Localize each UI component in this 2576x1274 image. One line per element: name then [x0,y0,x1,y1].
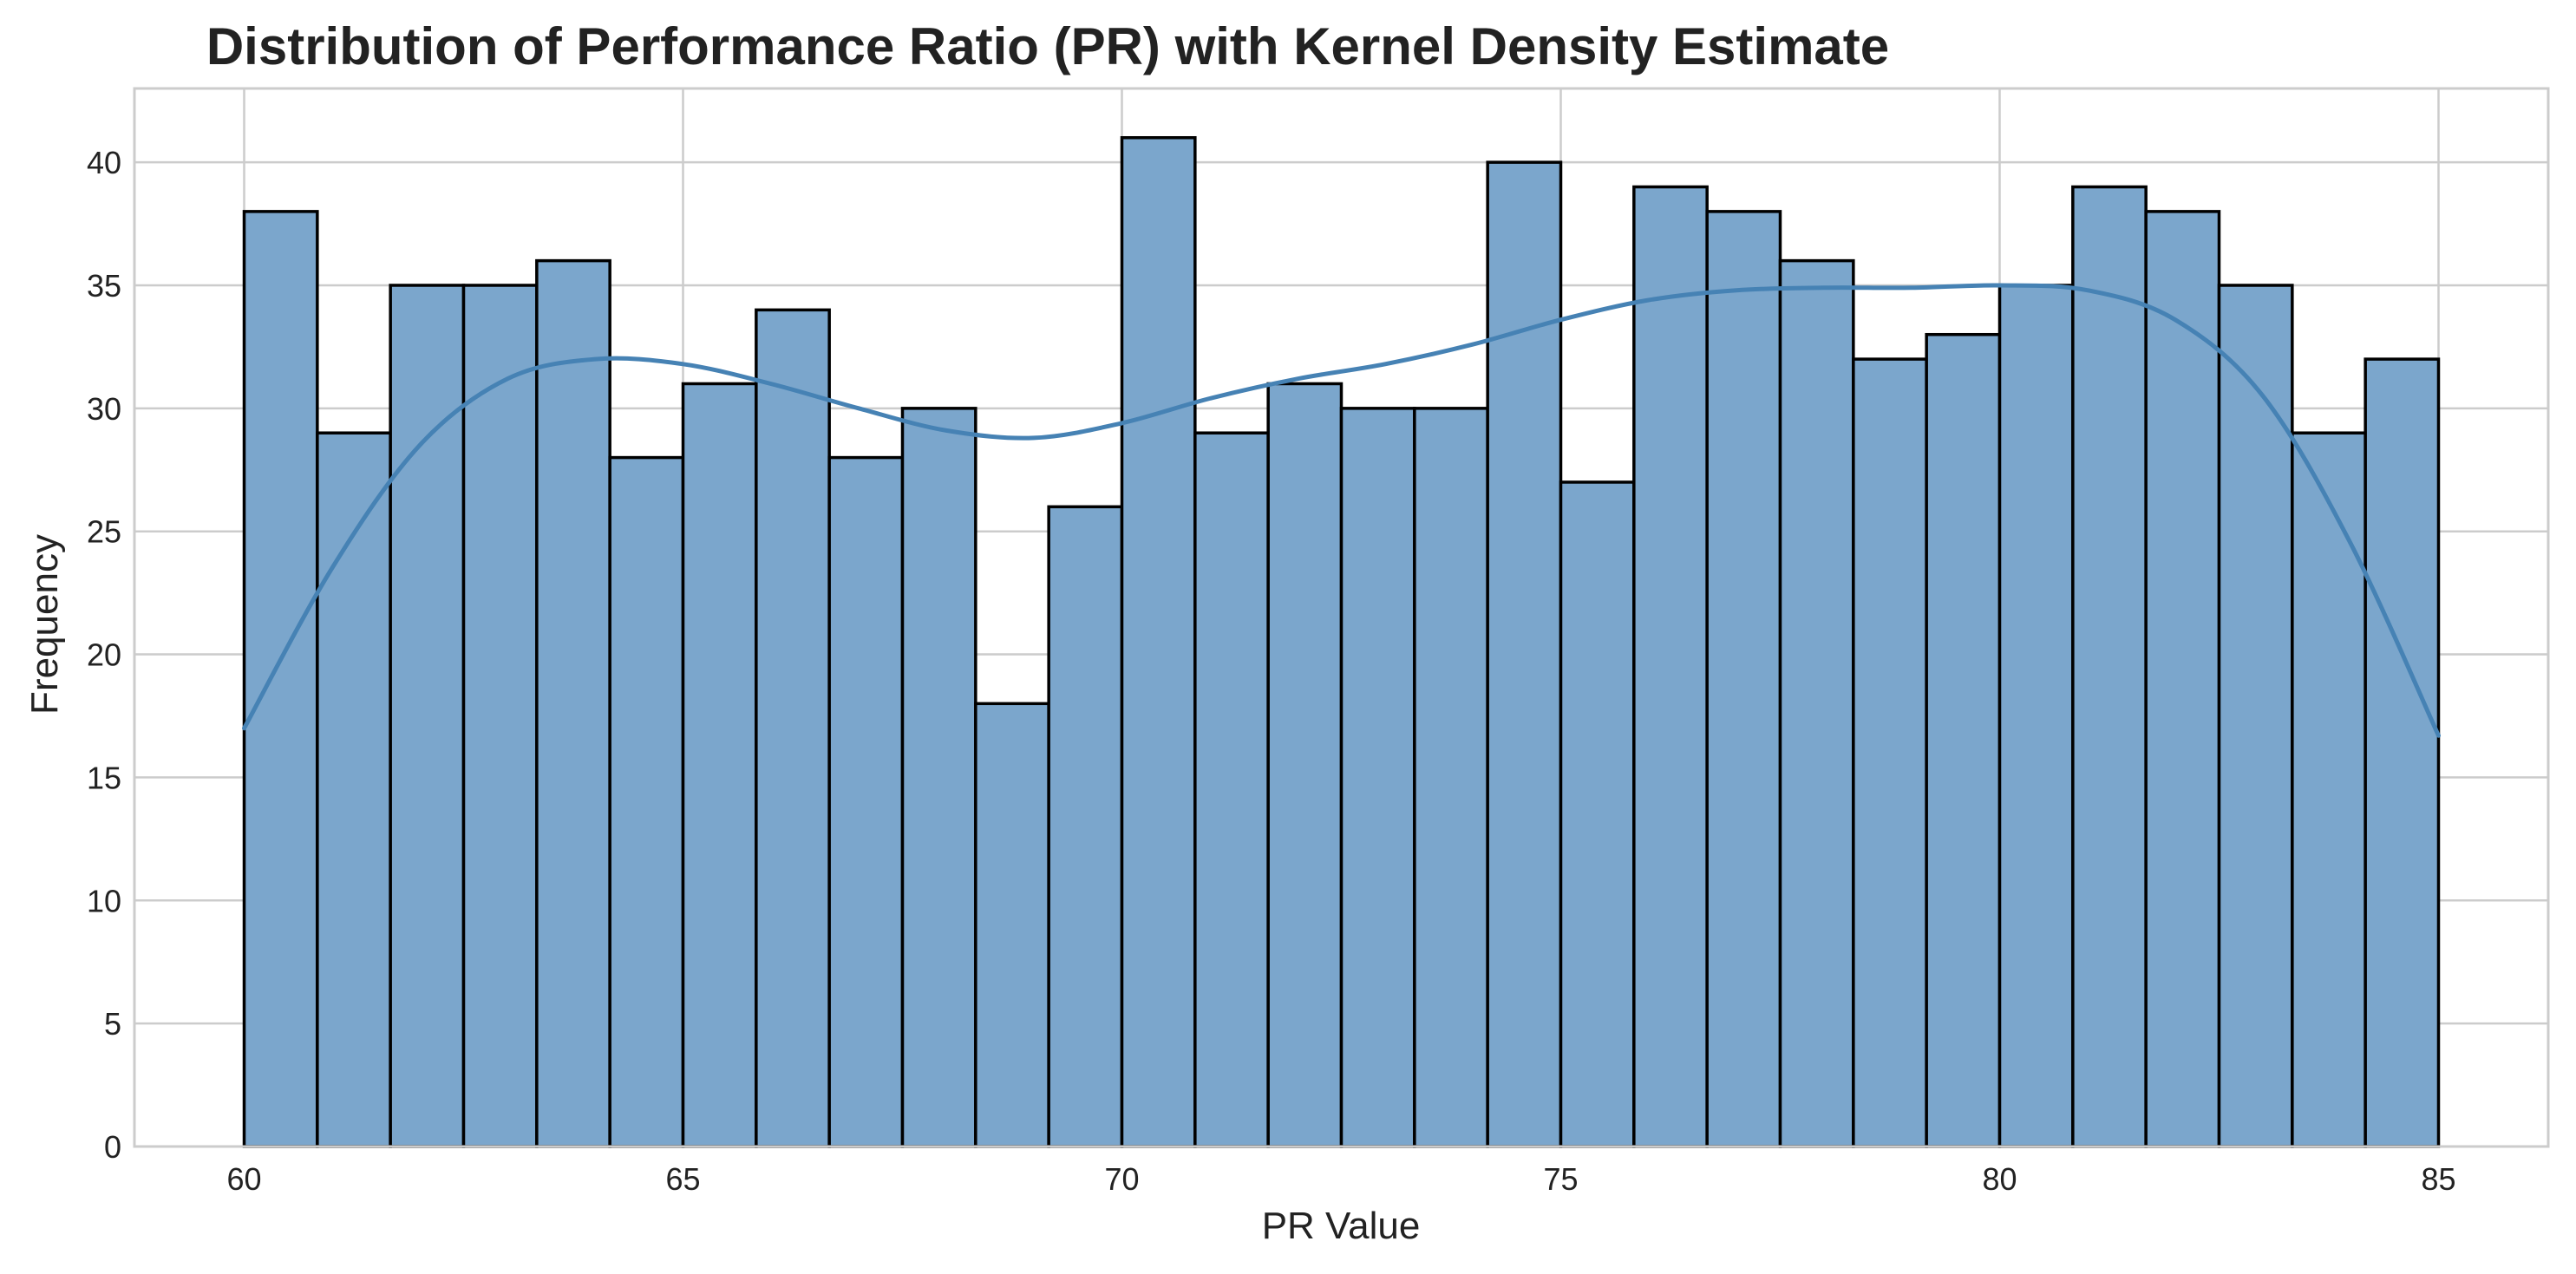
histogram-bar [681,382,758,1148]
histogram-bar [461,284,539,1148]
histogram-bar [2217,284,2294,1148]
histogram-bar [1486,160,1563,1148]
histogram-bar [2364,357,2441,1148]
histogram-bar [1339,407,1416,1148]
y-tick-label: 15 [87,760,121,795]
histogram-bar [1047,505,1124,1148]
y-tick-label: 20 [87,637,121,673]
histogram-bar [316,431,392,1148]
x-tick-label: 65 [665,1161,700,1197]
histogram-bar [827,455,905,1148]
histogram-bar [1193,431,1270,1148]
histogram-bar [755,308,831,1148]
x-axis-label: PR Value [1262,1205,1421,1247]
x-tick-label: 80 [1982,1161,2017,1197]
y-tick-label: 5 [104,1006,121,1042]
histogram-bar [974,702,1050,1148]
histogram-bar [2291,431,2367,1148]
y-tick-label: 40 [87,145,121,180]
histogram-bar [1852,357,1928,1148]
histogram-bar [1413,407,1489,1148]
histogram-bar [242,210,319,1148]
histogram-bar [1632,185,1709,1148]
x-tick-labels: 60 65 70 75 80 85 [226,1161,2455,1197]
histogram-bar [2144,210,2221,1148]
histogram-bar [900,407,977,1148]
kde-curve [242,283,2441,738]
x-tick-label: 85 [2421,1161,2455,1197]
kde-layer [242,283,2441,738]
histogram-bar [2071,185,2148,1148]
histogram-bar [1997,284,2075,1148]
y-tick-label: 25 [87,514,121,550]
x-tick-label: 70 [1104,1161,1139,1197]
histogram-bars [242,135,2441,1148]
y-tick-labels: 0 5 10 15 20 25 30 35 40 [87,145,121,1165]
y-tick-label: 10 [87,883,121,918]
y-tick-label: 0 [104,1129,121,1165]
histogram-bar [608,455,685,1148]
histogram-bar [1120,135,1197,1148]
x-tick-label: 75 [1543,1161,1578,1197]
plot-frame [133,87,2550,1148]
histogram-bar [1559,480,1636,1148]
histogram-bar [1705,210,1782,1148]
y-tick-label: 30 [87,391,121,427]
y-axis-label: Frequency [23,534,66,715]
histogram-bar [535,258,611,1148]
histogram-bar [1925,332,2002,1148]
histogram-bar [1266,382,1344,1148]
histogram-bar [389,284,466,1148]
y-tick-label: 35 [87,268,121,304]
histogram-bar [1778,258,1855,1148]
x-tick-label: 60 [226,1161,261,1197]
chart-title: Distribution of Performance Ratio (PR) w… [206,17,1889,75]
